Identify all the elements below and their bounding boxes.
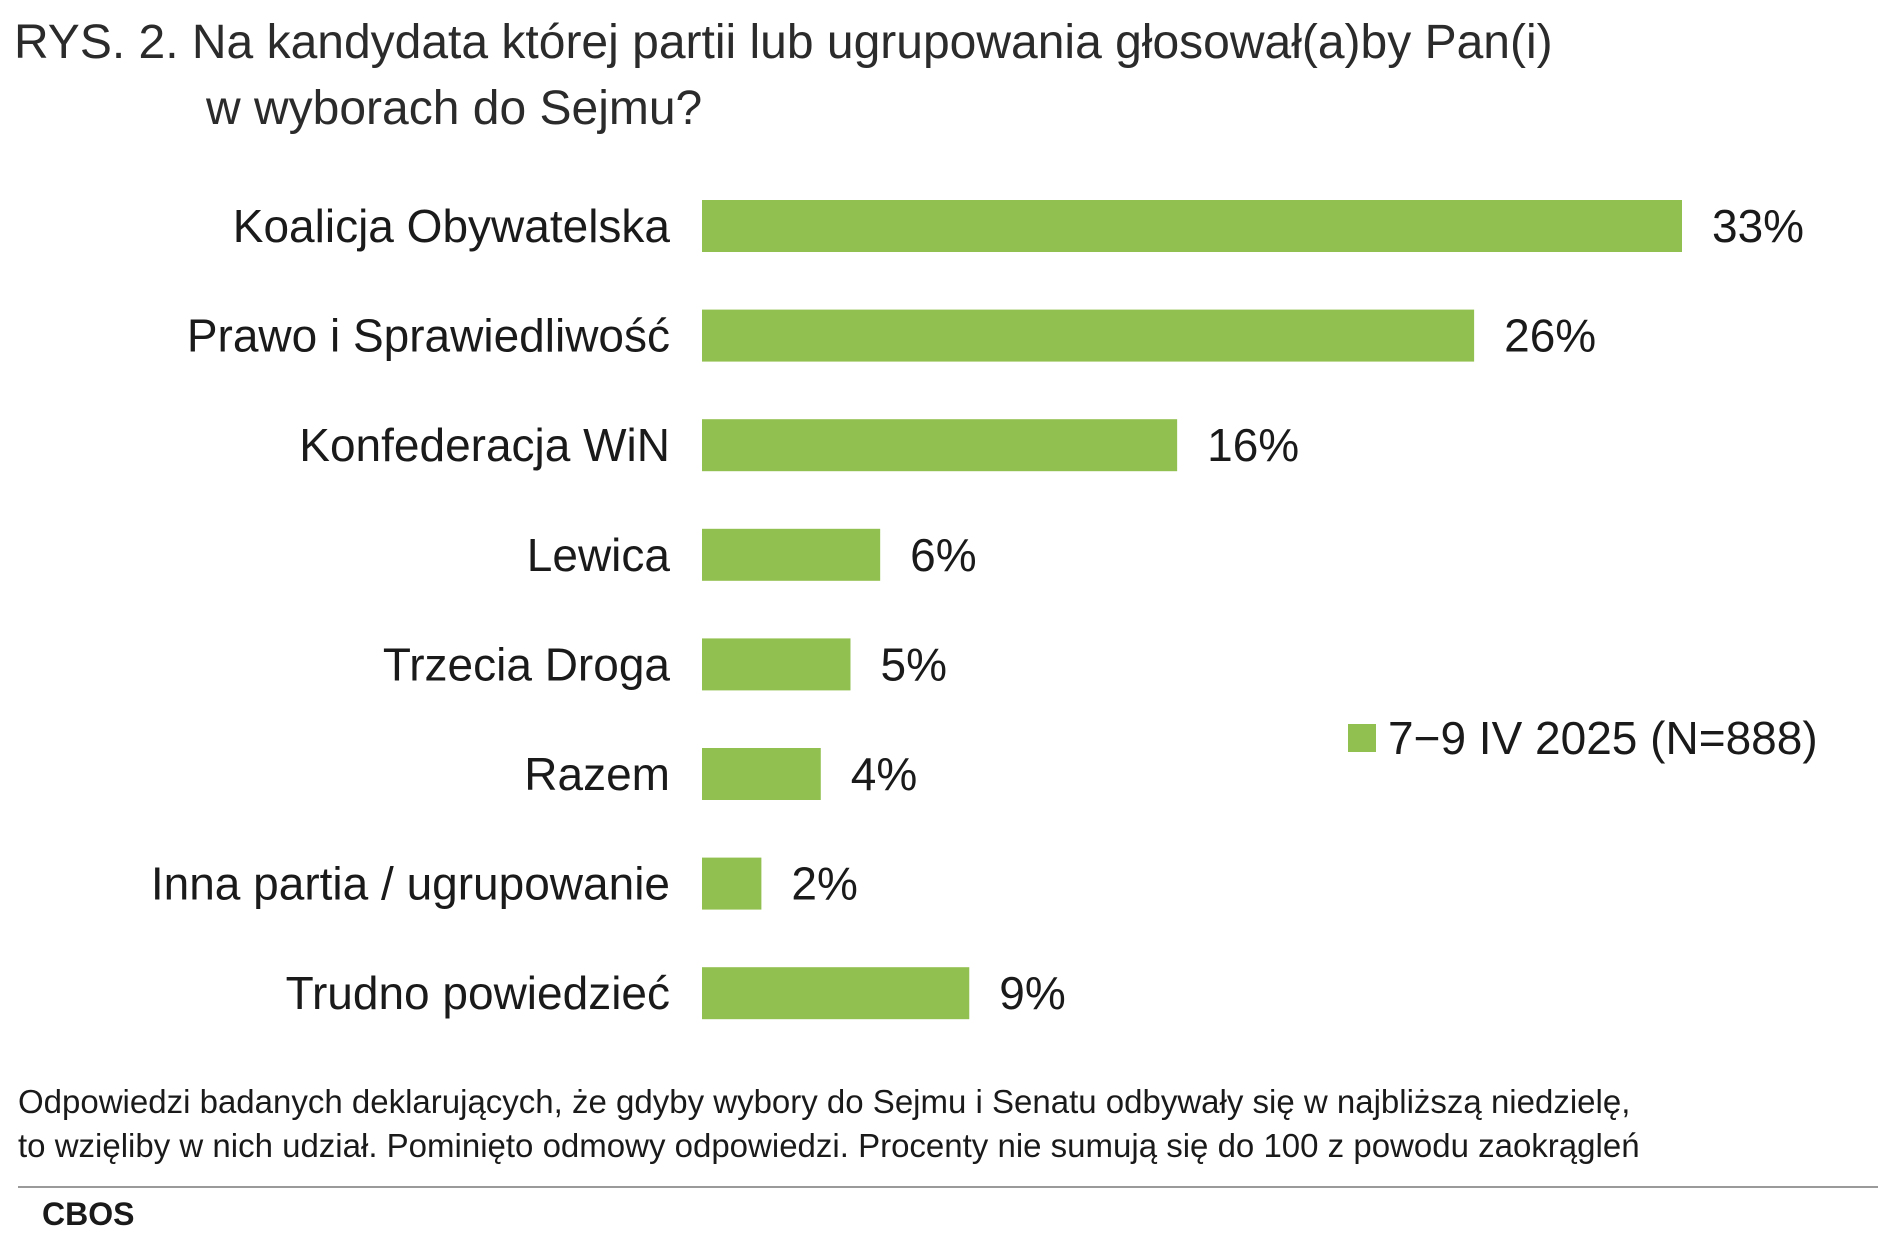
bar [702, 638, 851, 691]
title-line-1: Na kandydata której partii lub ugrupowan… [191, 16, 1553, 69]
category-label: Trzecia Droga [383, 638, 671, 690]
footnote: Odpowiedzi badanych deklarujących, że gd… [18, 1080, 1878, 1168]
footnote-line-1: Odpowiedzi badanych deklarujących, że gd… [18, 1083, 1631, 1120]
figure-number: RYS. 2. [14, 16, 179, 69]
data-label: 33% [1712, 200, 1804, 252]
bar [702, 967, 970, 1020]
bar-chart: Koalicja Obywatelska 33% Prawo i Sprawiedl… [151, 200, 1818, 1020]
bar [702, 309, 1475, 362]
category-label: Lewica [527, 529, 671, 581]
bar [702, 528, 881, 581]
data-label: 9% [999, 967, 1065, 1019]
category-label: Prawo i Sprawiedliwość [187, 310, 670, 362]
footer-divider [18, 1186, 1878, 1188]
data-label: 16% [1207, 419, 1299, 471]
data-label: 2% [791, 858, 857, 910]
category-label: Koalicja Obywatelska [233, 200, 671, 252]
category-label: Inna partia / ugrupowanie [151, 858, 670, 910]
bar [702, 748, 821, 800]
data-label: 5% [880, 638, 946, 690]
legend-swatch [1348, 724, 1376, 752]
chart-title: RYS. 2. Na kandydata której partii lub u… [14, 10, 1553, 142]
bar [702, 419, 1178, 472]
category-label: Trudno powiedzieć [286, 967, 670, 1019]
data-label: 6% [910, 529, 976, 581]
data-label: 26% [1504, 310, 1596, 362]
data-label: 4% [851, 748, 917, 800]
category-label: Razem [524, 748, 670, 800]
source-label: CBOS [42, 1196, 135, 1232]
bar [702, 857, 762, 910]
title-line-2: w wyborach do Sejmu? [206, 82, 703, 135]
footnote-line-2: to wzięliby w nich udział. Pominięto odm… [18, 1127, 1640, 1164]
legend-label: 7−9 IV 2025 (N=888) [1388, 712, 1818, 764]
bar [702, 200, 1682, 252]
category-label: Konfederacja WiN [299, 419, 670, 471]
